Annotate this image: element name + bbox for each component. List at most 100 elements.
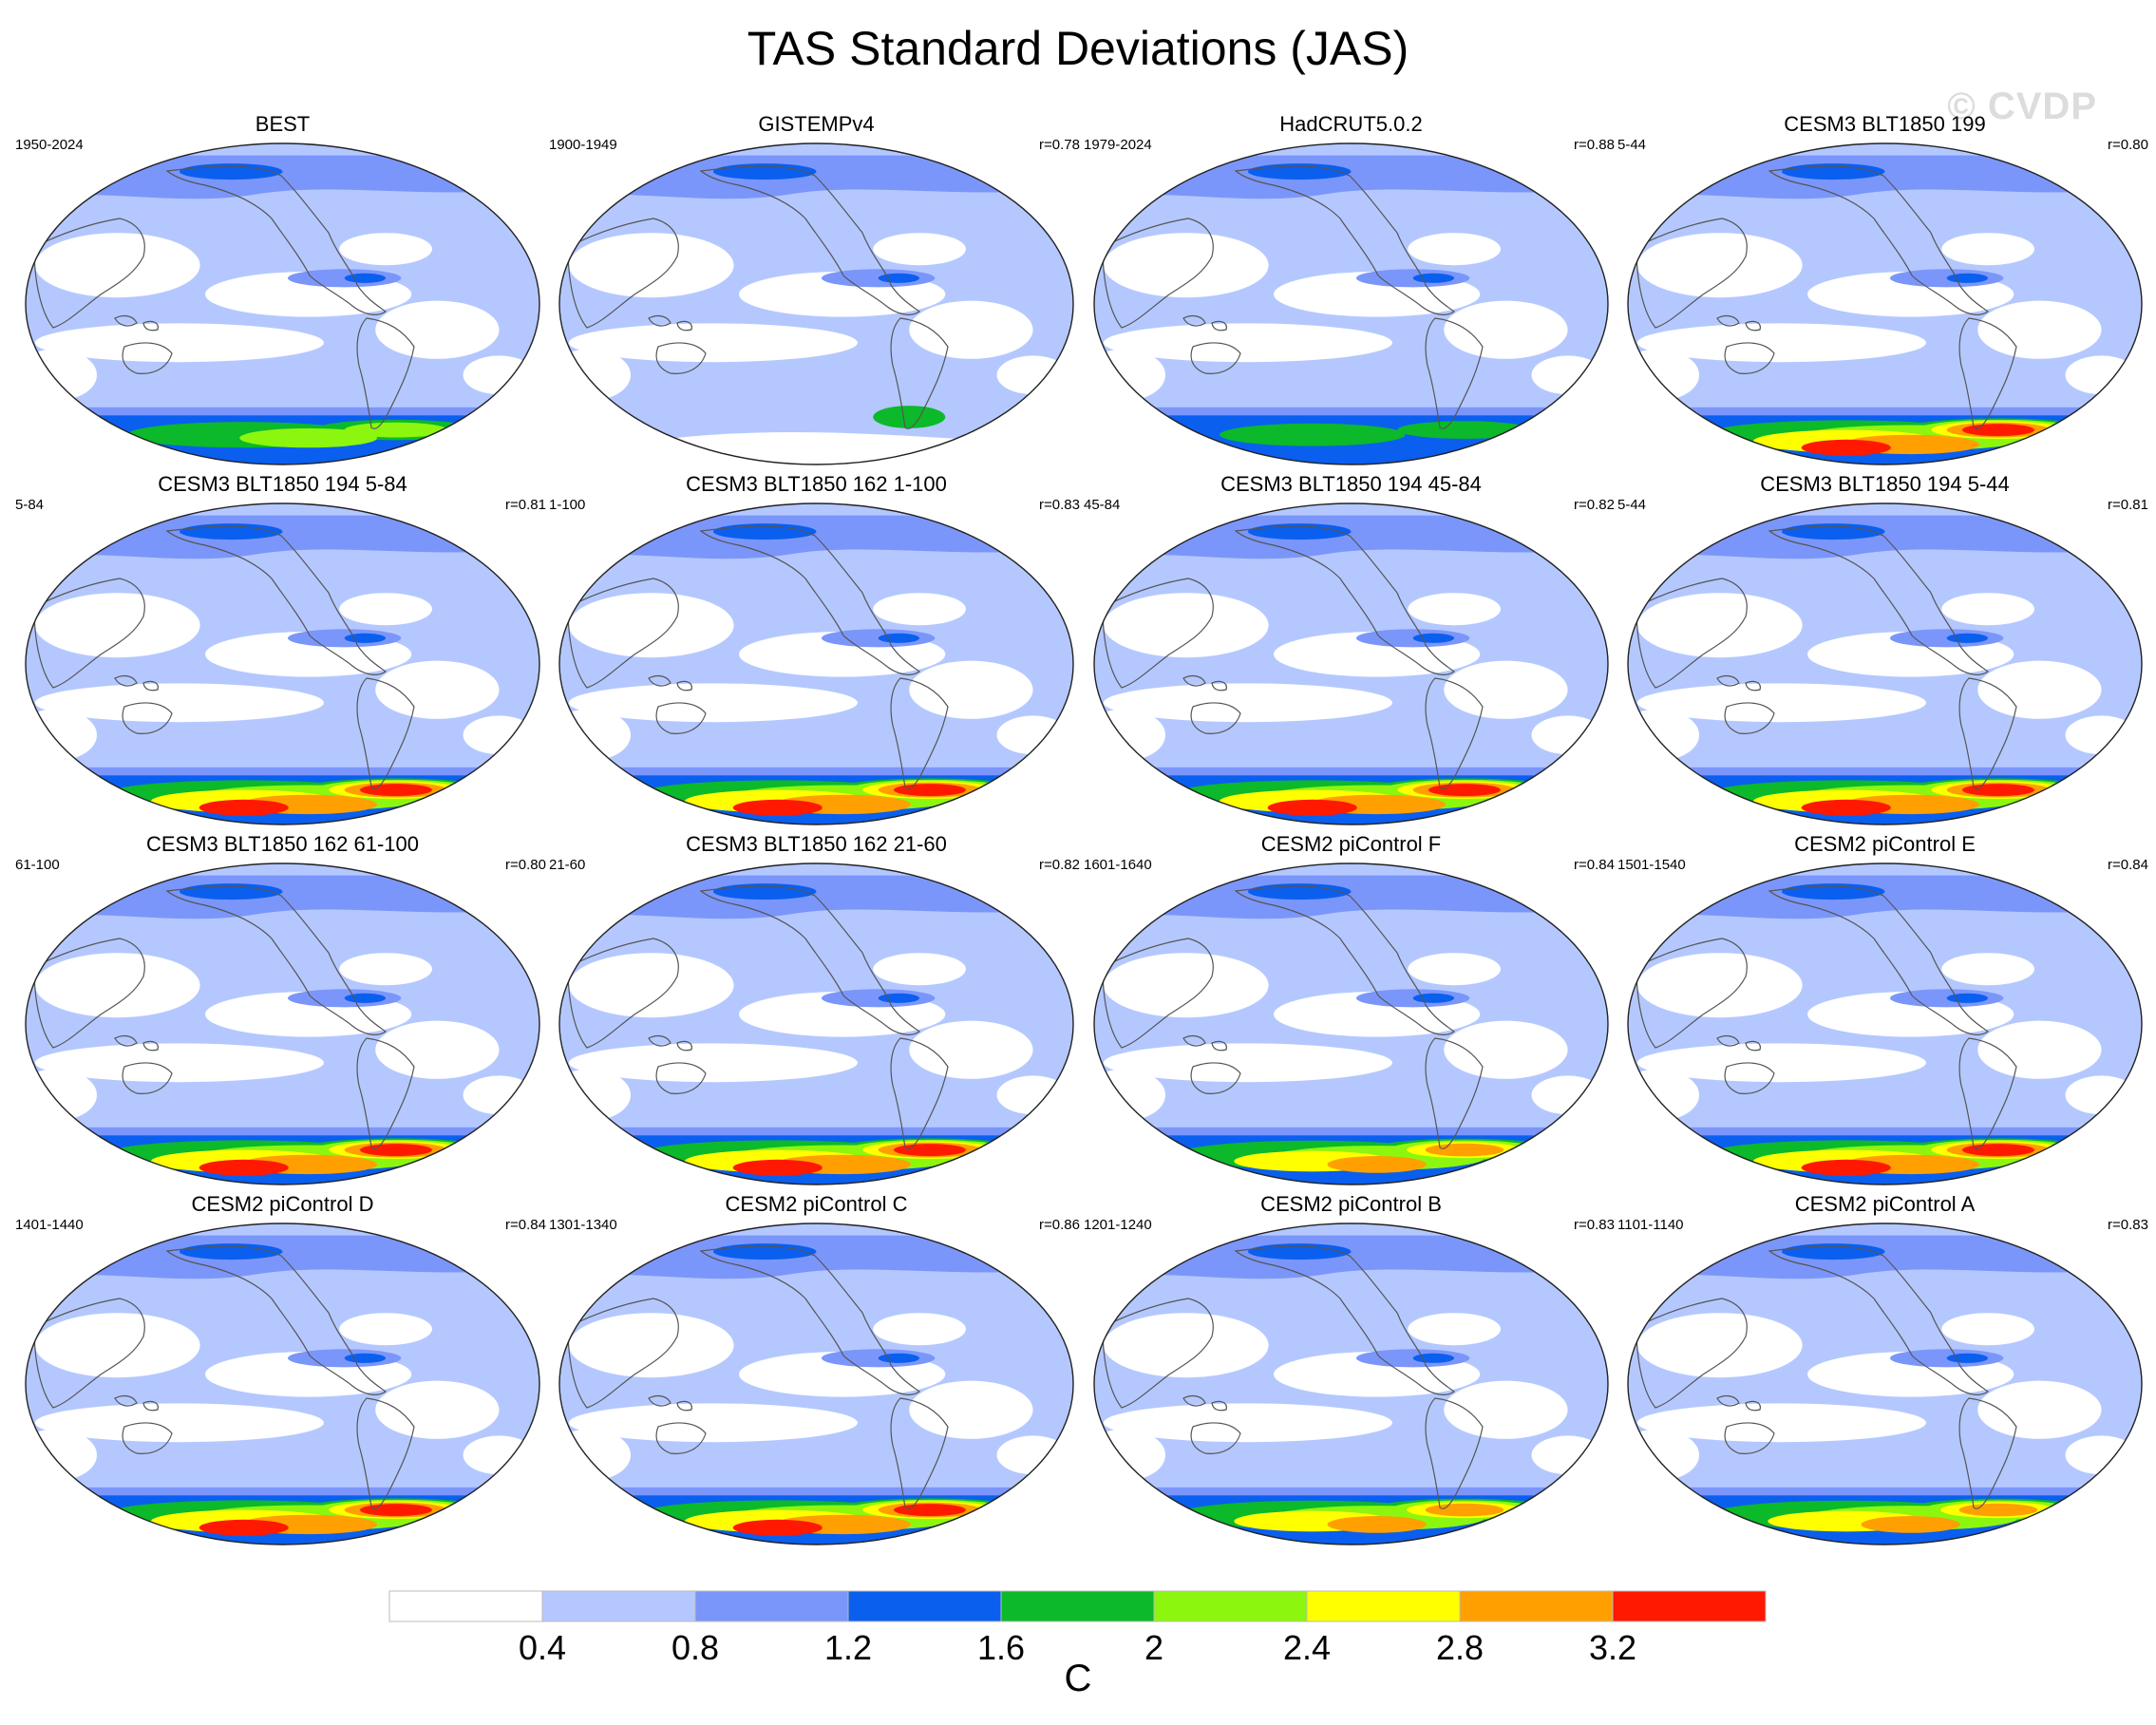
panel-years: 1301-1340 — [549, 1217, 617, 1233]
panel-correlation: r=0.88 — [1574, 137, 1615, 153]
low-variability-region — [1408, 593, 1501, 626]
map-plot — [1093, 862, 1609, 1185]
panel-title: CESM2 piControl C — [725, 1192, 908, 1216]
colorbar-tick-label: 1.2 — [824, 1628, 872, 1667]
low-variability-region — [996, 355, 1069, 395]
coastline — [568, 578, 678, 688]
page-title: TAS Standard Deviations (JAS) — [747, 22, 1409, 75]
map-border — [558, 862, 1074, 1185]
antarctic-level-8 — [1801, 439, 1891, 456]
panel-title: HadCRUT5.0.2 — [1279, 112, 1423, 136]
map-border — [25, 502, 540, 825]
low-variability-region — [1444, 1380, 1568, 1439]
equatorial-pacific-core — [1412, 273, 1455, 283]
map-border — [1093, 502, 1609, 825]
map-plot — [1627, 1223, 2143, 1545]
low-variability-region — [463, 1075, 536, 1115]
coastline — [656, 343, 706, 373]
equatorial-pacific-anomaly — [1355, 989, 1470, 1008]
map-border — [25, 1223, 540, 1545]
low-variability-region — [1444, 300, 1568, 359]
coastline — [1636, 1298, 1747, 1408]
equatorial-pacific-anomaly — [287, 269, 402, 288]
antarctic-level-8 — [199, 1519, 289, 1536]
panel-title: CESM3 BLT1850 162 21-60 — [686, 832, 947, 856]
coastline — [357, 318, 414, 428]
equatorial-pacific-core — [878, 1353, 920, 1363]
panel-title: CESM3 BLT1850 162 61-100 — [146, 832, 419, 856]
map-panel: CESM2 piControl D 1401-1440 r=0.84 — [15, 1192, 550, 1551]
low-variability-region — [1941, 953, 2034, 986]
colorbar-tick-label: 0.8 — [671, 1628, 719, 1667]
coastline — [649, 316, 671, 326]
coastline — [701, 886, 919, 1034]
coastline — [1959, 318, 2016, 428]
panel-title: CESM2 piControl D — [191, 1192, 374, 1216]
coastline — [1636, 938, 1747, 1048]
low-variability-region — [568, 1043, 858, 1083]
equatorial-pacific-core — [1946, 273, 1989, 283]
map-plot — [558, 502, 1074, 825]
coastline — [649, 1036, 671, 1046]
low-variability-region — [2065, 1435, 2138, 1475]
coastline — [1746, 1041, 1760, 1050]
coastline — [656, 1063, 706, 1093]
colorbar-segment — [1153, 1590, 1308, 1622]
low-variability-region — [1103, 683, 1392, 723]
map-plot — [25, 502, 540, 825]
map-panel: HadCRUT5.0.2 1979-2024 r=0.88 — [1084, 112, 1618, 471]
panel-title: CESM3 BLT1850 194 5-84 — [158, 472, 407, 496]
map-plot — [1627, 502, 2143, 825]
panel-years: 1401-1440 — [15, 1217, 84, 1233]
antarctic-level-8 — [732, 799, 823, 816]
colorbar-tick-label: 1.6 — [977, 1628, 1025, 1667]
low-variability-region — [34, 953, 200, 1018]
map-plot — [25, 142, 540, 465]
coastline — [167, 526, 386, 674]
map-plot — [1093, 502, 1609, 825]
low-variability-region — [34, 683, 324, 723]
low-variability-region — [873, 1313, 966, 1346]
low-variability-region — [1103, 1043, 1392, 1083]
equatorial-pacific-core — [1412, 633, 1455, 643]
map-plot — [558, 862, 1074, 1185]
low-variability-region — [1103, 1313, 1269, 1378]
coastline — [115, 1036, 137, 1046]
map-border — [25, 142, 540, 465]
coastline — [1725, 1423, 1774, 1453]
coastline — [1191, 343, 1240, 373]
equatorial-pacific-core — [1946, 633, 1989, 643]
equatorial-pacific-core — [344, 1353, 387, 1363]
equatorial-pacific-anomaly — [1889, 1349, 2004, 1368]
panel-years: 1601-1640 — [1084, 857, 1152, 873]
low-variability-region — [463, 1435, 536, 1475]
colorbar-segment — [1459, 1590, 1614, 1622]
low-variability-region — [34, 593, 200, 658]
coastline — [34, 938, 144, 1048]
coastline — [1746, 321, 1760, 330]
map-panel: GISTEMPv4 1900-1949 r=0.78 — [549, 112, 1084, 471]
coastline — [1717, 316, 1739, 326]
map-panel: CESM2 piControl E 1501-1540 r=0.84 — [1617, 832, 2152, 1191]
map-border — [1093, 862, 1609, 1185]
low-variability-region — [1444, 1020, 1568, 1079]
equatorial-pacific-core — [344, 993, 387, 1003]
equatorial-pacific-core — [878, 273, 920, 283]
coastline — [1103, 1298, 1213, 1408]
panel-title: CESM3 BLT1850 194 5-44 — [1760, 472, 2010, 496]
panel-years: 21-60 — [549, 857, 586, 873]
coastline — [1959, 1398, 2016, 1508]
low-variability-region — [1636, 683, 1926, 723]
coastline — [1769, 166, 1988, 314]
panel-years: 1979-2024 — [1084, 137, 1152, 153]
antarctic-level-8 — [1801, 799, 1891, 816]
coastline — [1212, 1401, 1226, 1410]
map-plot — [1627, 862, 2143, 1185]
coastline — [1746, 681, 1760, 690]
coastline — [656, 1423, 706, 1453]
low-variability-region — [1977, 300, 2102, 359]
panel-title: CESM3 BLT1850 194 45-84 — [1220, 472, 1482, 496]
panel-title: CESM2 piControl B — [1260, 1192, 1442, 1216]
map-panel: CESM2 piControl B 1201-1240 r=0.83 — [1084, 1192, 1618, 1551]
antarctic-level-7 — [1327, 1516, 1427, 1533]
